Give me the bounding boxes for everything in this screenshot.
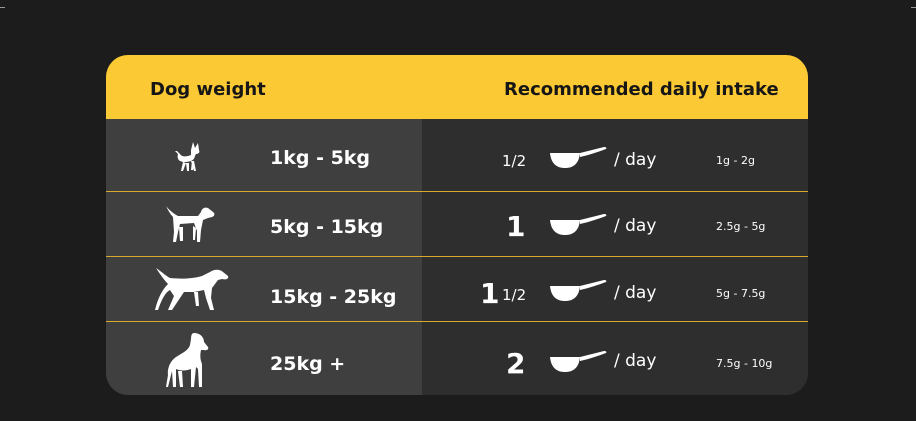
weight-range: 5kg - 15kg [270,216,384,238]
grams-range: 1g - 2g [716,154,755,167]
table-row: 1kg - 5kg 1/2 / day 1g - 2g [106,119,808,191]
table-row: 15kg - 25kg 1 1/2 / day 5g - 7.5g [106,257,808,321]
weight-range: 15kg - 25kg [270,286,397,308]
grams-range: 7.5g - 10g [716,357,773,370]
quantity-whole: 1 [506,210,526,243]
scoop-icon [550,214,607,235]
scoop-icon [550,147,607,168]
quantity-whole: 1 [480,277,500,310]
small-dog-icon [175,142,200,171]
intake-column [422,119,808,395]
row-divider [106,191,808,192]
scoop-icon [550,351,607,372]
weight-range: 1kg - 5kg [270,147,371,169]
per-day-label: / day [614,150,657,170]
scoop-icon [550,280,607,301]
grams-range: 2.5g - 5g [716,220,766,233]
grams-range: 5g - 7.5g [716,287,766,300]
intake-heading: Recommended daily intake [504,79,779,100]
quantity-whole: 2 [506,347,526,380]
beagle-icon [166,206,215,242]
weight-column [106,119,422,395]
corner-mark [0,7,5,10]
row-divider [106,321,808,322]
per-day-label: / day [614,351,657,371]
dog-weight-heading: Dog weight [150,79,266,100]
medium-dog-icon [155,268,229,310]
corner-mark [911,7,916,10]
per-day-label: / day [614,283,657,303]
row-divider [106,256,808,257]
large-dog-icon [166,333,209,387]
feeding-table: Dog weight Recommended daily intake 1kg … [106,55,808,395]
weight-range: 25kg + [270,353,346,375]
table-row: 5kg - 15kg 1 / day 2.5g - 5g [106,192,808,256]
quantity-fraction: 1/2 [502,152,527,170]
quantity-fraction: 1/2 [502,286,527,304]
table-header: Dog weight Recommended daily intake [106,55,808,119]
per-day-label: / day [614,216,657,236]
table-row: 25kg + 2 / day 7.5g - 10g [106,322,808,395]
